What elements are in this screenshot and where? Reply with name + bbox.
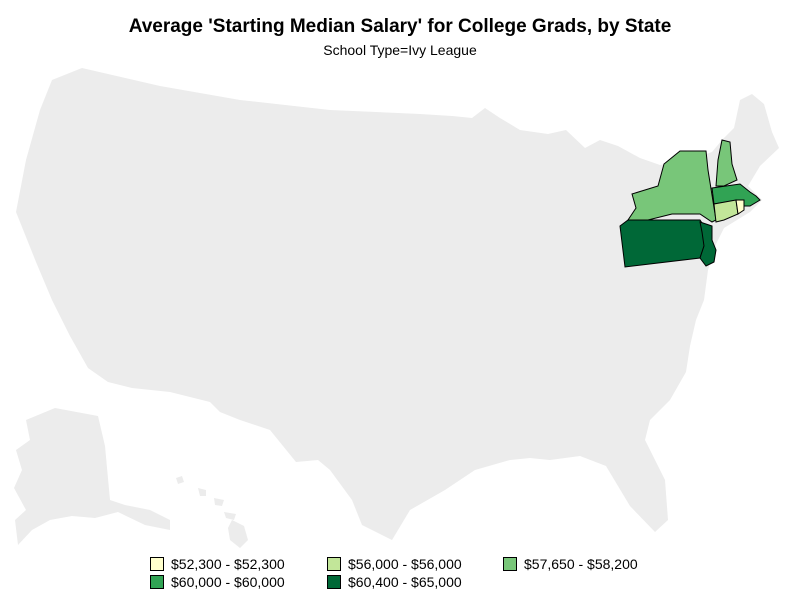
legend-item: $56,000 - $56,000 [327, 556, 462, 572]
state-new-york[interactable] [627, 150, 717, 223]
legend-swatch [327, 575, 341, 589]
legend-label: $60,000 - $60,000 [171, 574, 285, 590]
state-new-hampshire[interactable] [715, 139, 738, 187]
legend-label: $60,400 - $65,000 [348, 574, 462, 590]
alaska-land [14, 408, 170, 545]
legend-label: $56,000 - $56,000 [348, 556, 462, 572]
state-rhode-island[interactable] [735, 199, 745, 215]
contiguous-us-land [16, 68, 779, 540]
legend-swatch [150, 575, 164, 589]
state-new-jersey[interactable] [699, 221, 717, 267]
legend-item: $60,000 - $60,000 [150, 574, 285, 590]
legend-swatch [503, 557, 517, 571]
highlighted-states [619, 139, 761, 268]
legend-swatch [150, 557, 164, 571]
state-connecticut[interactable] [713, 199, 739, 223]
hawaii-land [176, 476, 248, 548]
legend-label: $52,300 - $52,300 [171, 556, 285, 572]
legend-swatch [327, 557, 341, 571]
legend-item: $57,650 - $58,200 [503, 556, 638, 572]
map-subtitle: School Type=Ivy League [323, 42, 477, 58]
legend-item: $60,400 - $65,000 [327, 574, 462, 590]
legend-item: $52,300 - $52,300 [150, 556, 285, 572]
legend-label: $57,650 - $58,200 [524, 556, 638, 572]
map-title: Average 'Starting Median Salary' for Col… [128, 16, 672, 37]
